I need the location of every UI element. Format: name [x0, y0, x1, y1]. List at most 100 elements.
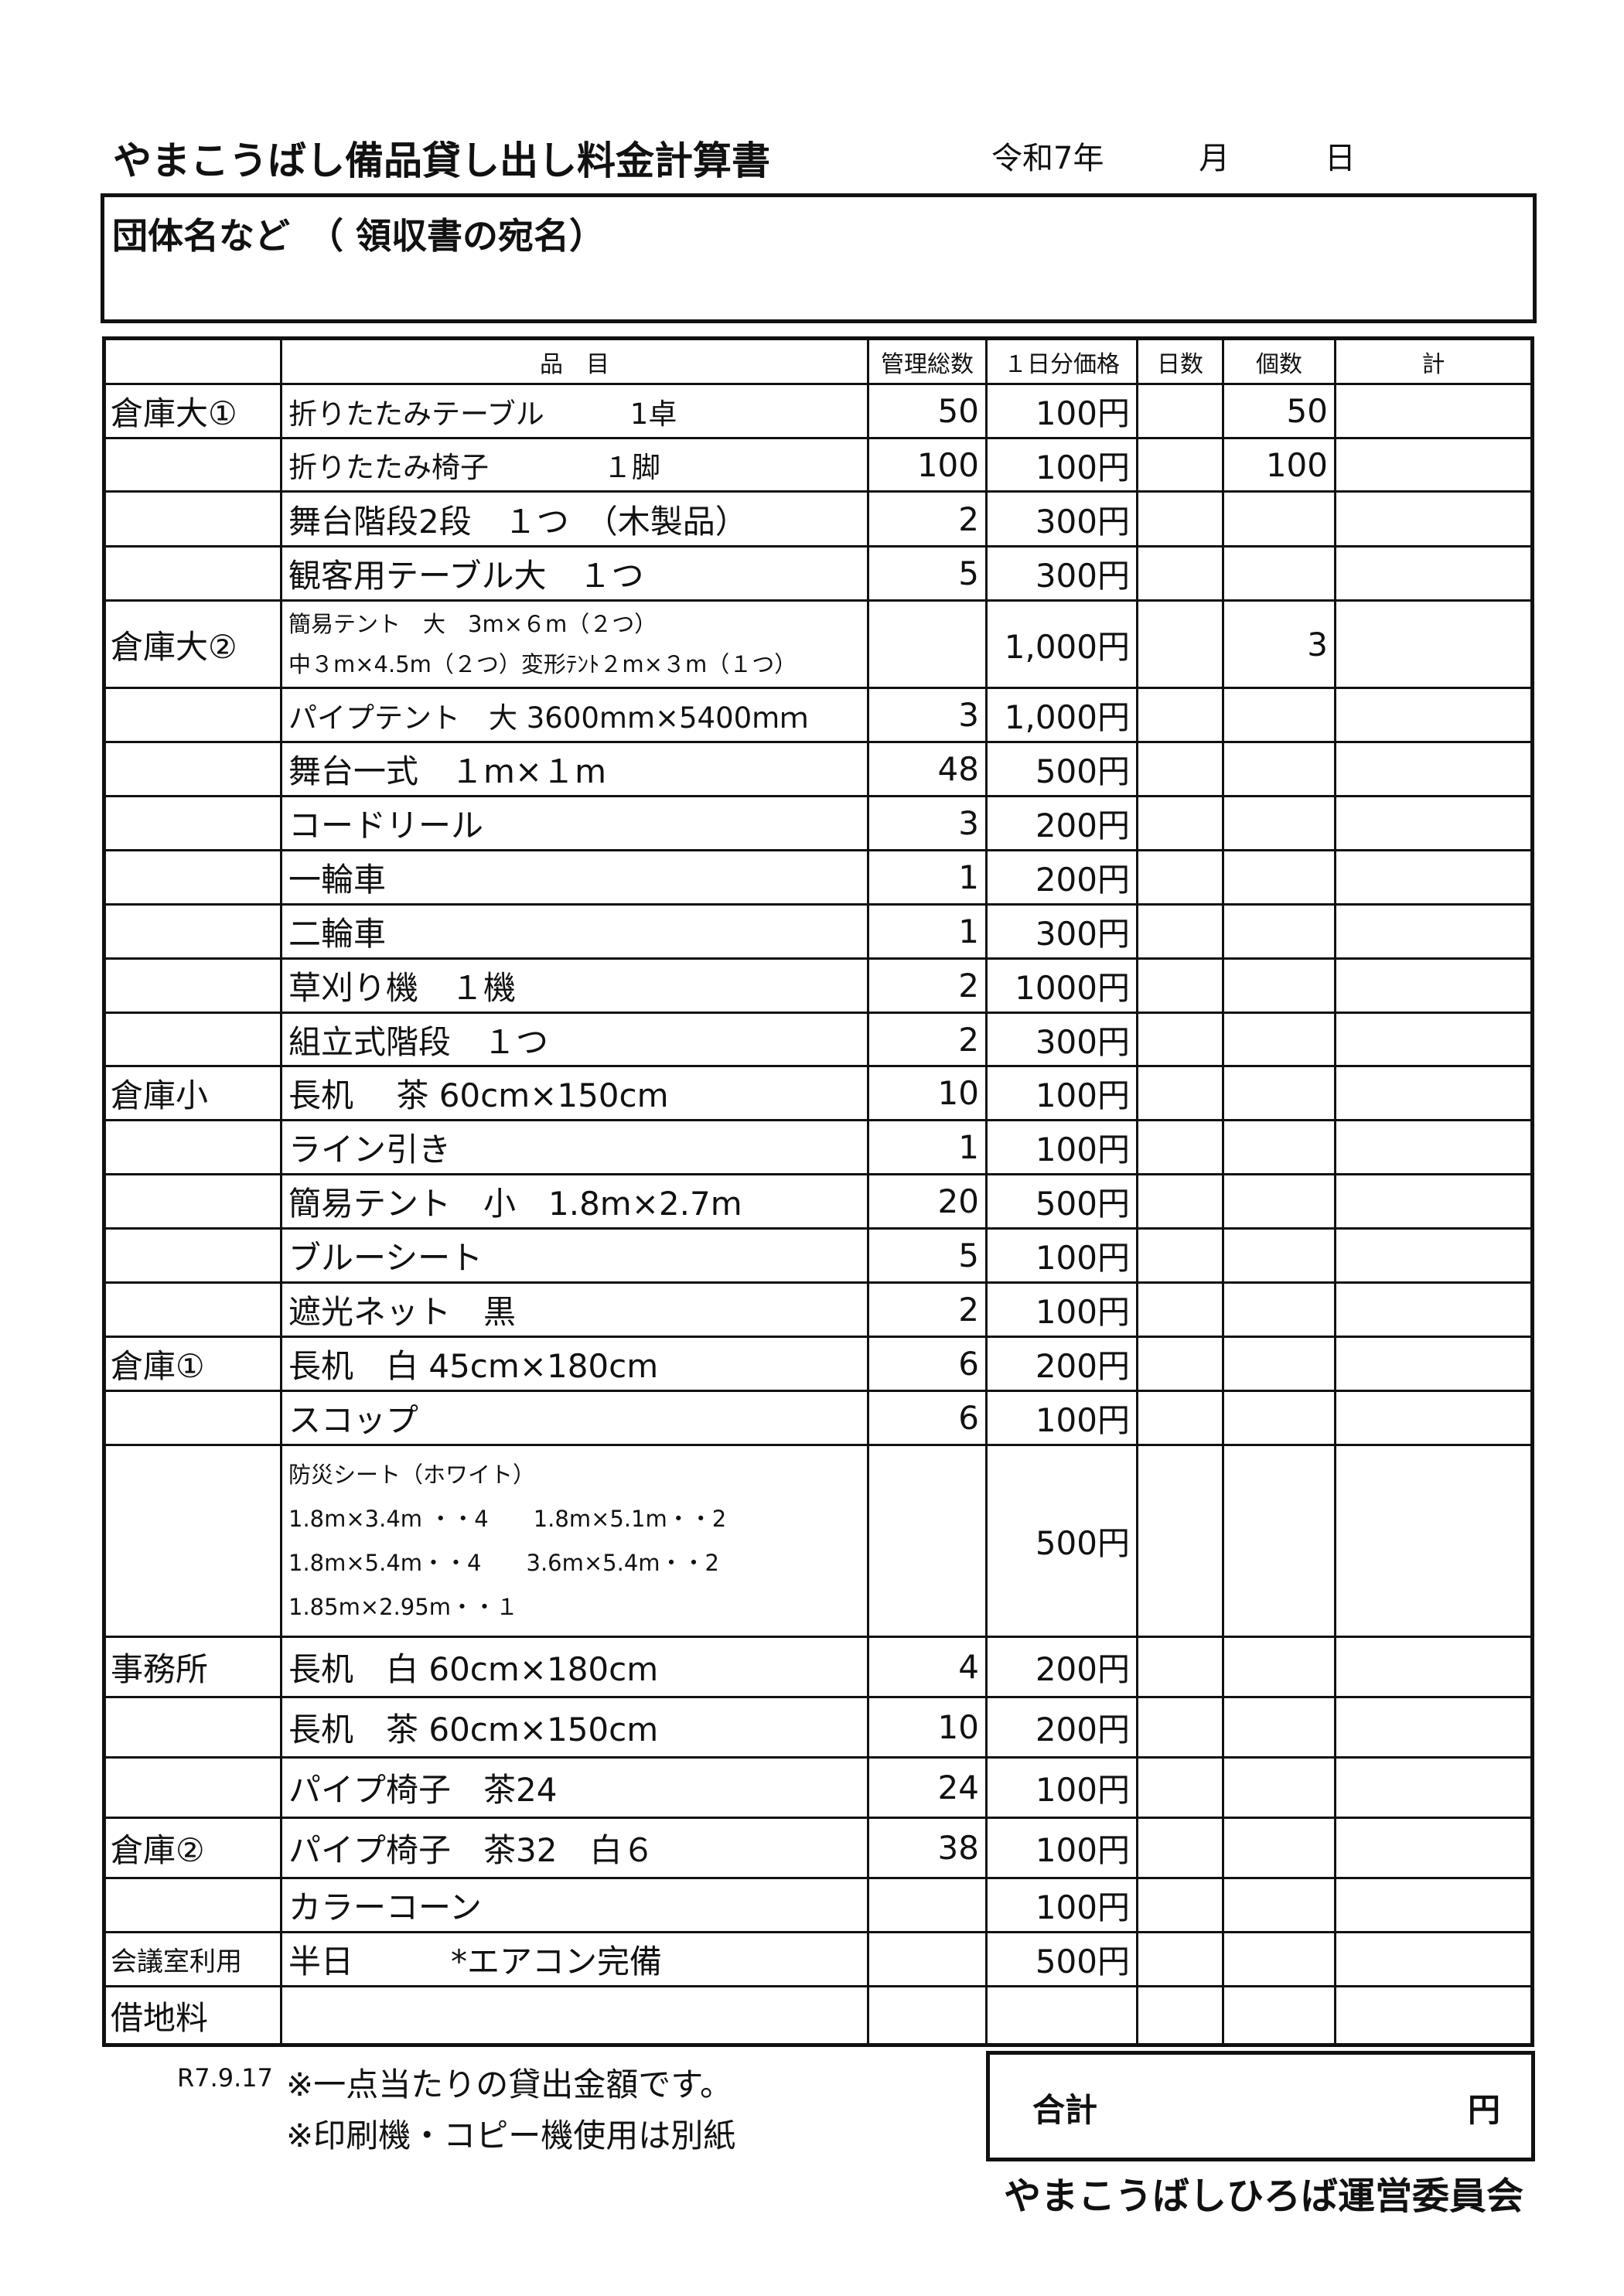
quantity-cell[interactable]: [1222, 1696, 1336, 1759]
days-cell[interactable]: [1136, 957, 1224, 1014]
quantity-cell[interactable]: [1222, 1336, 1336, 1392]
subtotal-cell[interactable]: [1334, 1390, 1534, 1446]
organization-name-label: 団体名など （ 領収書の宛名）: [112, 215, 606, 257]
daily-price-cell: 100円: [985, 1817, 1138, 1879]
days-cell[interactable]: [1136, 1390, 1224, 1446]
days-cell[interactable]: [1136, 795, 1224, 851]
item-cell: 舞台階段2段 １つ （木製品）: [280, 490, 869, 548]
quantity-cell[interactable]: [1222, 1985, 1336, 2046]
subtotal-cell[interactable]: [1334, 1065, 1534, 1121]
quantity-cell[interactable]: [1222, 1065, 1336, 1121]
days-cell[interactable]: [1136, 545, 1224, 602]
quantity-cell[interactable]: [1222, 1444, 1336, 1638]
days-cell[interactable]: [1136, 1227, 1224, 1284]
subtotal-cell[interactable]: [1334, 1756, 1534, 1819]
subtotal-cell[interactable]: [1334, 545, 1534, 602]
days-cell[interactable]: [1136, 1281, 1224, 1338]
subtotal-cell[interactable]: [1334, 1696, 1534, 1759]
days-cell[interactable]: [1136, 903, 1224, 960]
days-cell[interactable]: [1136, 1985, 1224, 2046]
subtotal-cell[interactable]: [1334, 1173, 1534, 1230]
total-stock-cell: 100: [867, 437, 988, 493]
days-cell[interactable]: [1136, 1696, 1224, 1759]
quantity-cell[interactable]: [1222, 687, 1336, 743]
quantity-cell[interactable]: 50: [1222, 383, 1336, 439]
daily-price-cell: 100円: [985, 1281, 1138, 1338]
days-cell[interactable]: [1136, 490, 1224, 548]
days-cell[interactable]: [1136, 1931, 1224, 1987]
quantity-cell[interactable]: [1222, 1877, 1336, 1933]
date-day: 日: [1324, 141, 1356, 176]
days-cell[interactable]: [1136, 741, 1224, 797]
subtotal-cell[interactable]: [1334, 1281, 1534, 1338]
quantity-cell[interactable]: 3: [1222, 599, 1336, 689]
subtotal-cell[interactable]: [1334, 795, 1534, 851]
quantity-cell[interactable]: [1222, 795, 1336, 851]
quantity-cell[interactable]: [1222, 741, 1336, 797]
quantity-cell[interactable]: [1222, 1012, 1336, 1067]
quantity-cell[interactable]: [1222, 1817, 1336, 1879]
days-cell[interactable]: [1136, 1119, 1224, 1175]
days-cell[interactable]: [1136, 383, 1224, 439]
table-row: 事務所 長机 白 60cm×180cm 4 200円: [103, 1636, 1534, 1698]
subtotal-cell[interactable]: [1334, 849, 1534, 906]
days-cell[interactable]: [1136, 1173, 1224, 1230]
days-cell[interactable]: [1136, 1877, 1224, 1933]
subtotal-cell[interactable]: [1334, 1119, 1534, 1175]
total-stock-cell: 48: [867, 741, 988, 797]
subtotal-cell[interactable]: [1334, 903, 1534, 960]
days-cell[interactable]: [1136, 849, 1224, 906]
subtotal-cell[interactable]: [1334, 1227, 1534, 1284]
quantity-cell[interactable]: [1222, 1636, 1336, 1698]
quantity-cell[interactable]: [1222, 957, 1336, 1014]
subtotal-cell[interactable]: [1334, 957, 1534, 1014]
days-cell[interactable]: [1136, 1817, 1224, 1879]
total-unit: 円: [1467, 2091, 1500, 2129]
quantity-cell[interactable]: [1222, 1173, 1336, 1230]
subtotal-cell[interactable]: [1334, 1985, 1534, 2046]
days-cell[interactable]: [1136, 687, 1224, 743]
quantity-cell[interactable]: [1222, 1119, 1336, 1175]
subtotal-cell[interactable]: [1334, 1877, 1534, 1933]
subtotal-cell[interactable]: [1334, 687, 1534, 743]
subtotal-cell[interactable]: [1334, 490, 1534, 548]
subtotal-cell[interactable]: [1334, 599, 1534, 689]
subtotal-cell[interactable]: [1334, 383, 1534, 439]
days-cell[interactable]: [1136, 437, 1224, 493]
daily-price-cell: 200円: [985, 849, 1138, 906]
quantity-cell[interactable]: [1222, 490, 1336, 548]
daily-price-cell: 100円: [985, 1119, 1138, 1175]
days-cell[interactable]: [1136, 1756, 1224, 1819]
days-cell[interactable]: [1136, 1636, 1224, 1698]
quantity-cell[interactable]: [1222, 903, 1336, 960]
header-days: 日数: [1136, 337, 1224, 385]
subtotal-cell[interactable]: [1334, 1444, 1534, 1638]
subtotal-cell[interactable]: [1334, 1636, 1534, 1698]
days-cell[interactable]: [1136, 599, 1224, 689]
quantity-cell[interactable]: [1222, 1281, 1336, 1338]
quantity-cell[interactable]: [1222, 1756, 1336, 1819]
quantity-cell[interactable]: [1222, 849, 1336, 906]
quantity-cell[interactable]: [1222, 1227, 1336, 1284]
days-cell[interactable]: [1136, 1065, 1224, 1121]
item-cell: 草刈り機 １機: [280, 957, 869, 1014]
organization-name-box[interactable]: 団体名など （ 領収書の宛名）: [101, 193, 1537, 323]
quantity-cell[interactable]: 100: [1222, 437, 1336, 493]
subtotal-cell[interactable]: [1334, 1817, 1534, 1879]
days-cell[interactable]: [1136, 1444, 1224, 1638]
quantity-cell[interactable]: [1222, 545, 1336, 602]
grand-total-box[interactable]: 合計 円: [986, 2051, 1535, 2161]
table-row: 観客用テーブル大 １つ 5 300円: [103, 545, 1534, 602]
quantity-cell[interactable]: [1222, 1931, 1336, 1987]
quantity-cell[interactable]: [1222, 1390, 1336, 1446]
subtotal-cell[interactable]: [1334, 437, 1534, 493]
days-cell[interactable]: [1136, 1012, 1224, 1067]
subtotal-cell[interactable]: [1334, 1012, 1534, 1067]
table-row: コードリール 3 200円: [103, 795, 1534, 851]
subtotal-cell[interactable]: [1334, 1336, 1534, 1392]
subtotal-cell[interactable]: [1334, 741, 1534, 797]
revision-date: R7.9.17: [177, 2063, 274, 2093]
days-cell[interactable]: [1136, 1336, 1224, 1392]
subtotal-cell[interactable]: [1334, 1931, 1534, 1987]
total-stock-cell: 4: [867, 1636, 988, 1698]
